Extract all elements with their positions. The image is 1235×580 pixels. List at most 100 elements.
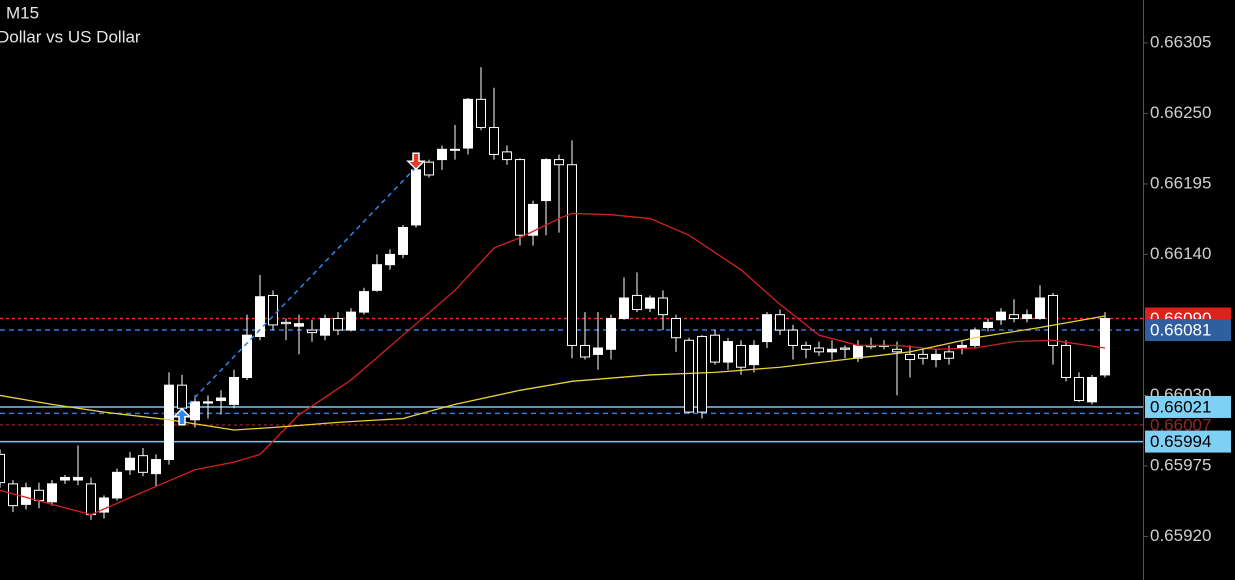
- candle-body: [827, 348, 837, 353]
- candle-body: [515, 159, 525, 236]
- y-tick-label: 0.65975: [1150, 455, 1211, 474]
- candle-body: [1009, 314, 1019, 320]
- chart-subtitle: Dollar vs US Dollar: [0, 27, 141, 46]
- candle-body: [580, 344, 590, 358]
- candle-body: [190, 401, 200, 421]
- candle-body: [476, 98, 486, 129]
- trade-connector: [181, 166, 417, 412]
- candle-body: [411, 169, 421, 226]
- candle-body: [333, 318, 343, 331]
- candle-body: [203, 401, 213, 404]
- candle-body: [892, 348, 902, 353]
- candle-body: [385, 253, 395, 266]
- candle-body: [125, 457, 135, 471]
- candle-body: [268, 294, 278, 326]
- price-label-box: [1145, 395, 1231, 418]
- candle-body: [814, 347, 824, 353]
- candle-body: [502, 151, 512, 161]
- candle-body: [398, 227, 408, 255]
- candle-body: [697, 335, 707, 413]
- candle-body: [47, 483, 57, 503]
- candle-body: [346, 311, 356, 331]
- moving-average-line: [0, 212, 1106, 516]
- price-label: 0.66081: [1150, 321, 1211, 340]
- candle-body: [242, 334, 252, 378]
- candle-body: [1048, 294, 1058, 346]
- candle-body: [359, 291, 369, 313]
- candle-body: [177, 384, 187, 409]
- candle-body: [86, 483, 96, 516]
- candle-body: [788, 329, 798, 346]
- candle-body: [320, 318, 330, 336]
- candle-body: [619, 297, 629, 320]
- candle-body: [307, 329, 317, 334]
- candle-body: [1100, 318, 1110, 376]
- price-label: 0.66007: [1150, 415, 1211, 434]
- trade-arrow: [406, 152, 426, 171]
- chart-title: M15: [6, 3, 39, 22]
- candle-body: [112, 471, 122, 499]
- candle-body: [73, 476, 83, 481]
- candle-body: [541, 159, 551, 202]
- candle-body: [1087, 376, 1097, 403]
- candle-body: [957, 344, 967, 349]
- candle-body: [944, 351, 954, 359]
- price-label-box: [1145, 430, 1231, 453]
- price-label: 0.65994: [1150, 432, 1211, 451]
- candle-body: [801, 344, 811, 350]
- candle-body: [1035, 297, 1045, 320]
- candle-body: [606, 318, 616, 350]
- candle-body: [645, 297, 655, 309]
- candle-body: [931, 353, 941, 361]
- candle-body: [34, 489, 44, 502]
- candle-body: [450, 148, 460, 151]
- candle-body: [424, 161, 434, 176]
- candle-body: [983, 321, 993, 328]
- candle-body: [255, 296, 265, 337]
- candle-body: [593, 347, 603, 355]
- candle-body: [1061, 344, 1071, 378]
- trade-arrow: [172, 407, 192, 426]
- candle-body: [632, 294, 642, 311]
- y-tick-label: 0.66250: [1150, 103, 1211, 122]
- y-tick-label: 0.66140: [1150, 244, 1211, 263]
- candle-body: [658, 297, 668, 316]
- candle-body: [554, 159, 564, 166]
- candle-body: [151, 459, 161, 475]
- candle-body: [60, 476, 70, 481]
- candle-body: [749, 344, 759, 366]
- y-tick-label: 0.66305: [1150, 32, 1211, 51]
- candle-body: [0, 453, 5, 484]
- candle-body: [996, 311, 1006, 321]
- candle-body: [684, 339, 694, 413]
- candle-body: [229, 376, 239, 405]
- candle-body: [294, 323, 304, 327]
- candle-body: [918, 353, 928, 359]
- candle-body: [99, 497, 109, 513]
- price-label: 0.66021: [1150, 397, 1211, 416]
- candle-body: [216, 397, 226, 402]
- candle-body: [853, 344, 863, 359]
- candle-body: [567, 164, 577, 346]
- candle-body: [775, 314, 785, 331]
- candle-body: [281, 321, 291, 325]
- candle-body: [736, 344, 746, 368]
- candle-body: [1022, 314, 1032, 320]
- candle-body: [489, 127, 499, 155]
- candle-body: [463, 98, 473, 149]
- candle-body: [138, 455, 148, 473]
- candle-body: [840, 347, 850, 350]
- candle-body: [372, 264, 382, 291]
- candle-body: [164, 384, 174, 461]
- candle-body: [1074, 376, 1084, 402]
- candle-body: [710, 334, 720, 363]
- candle-body: [905, 353, 915, 361]
- candle-body: [528, 203, 538, 236]
- candle-body: [671, 318, 681, 339]
- y-tick-label: 0.66195: [1150, 173, 1211, 192]
- candle-body: [762, 314, 772, 343]
- price-label-box: [1145, 319, 1231, 342]
